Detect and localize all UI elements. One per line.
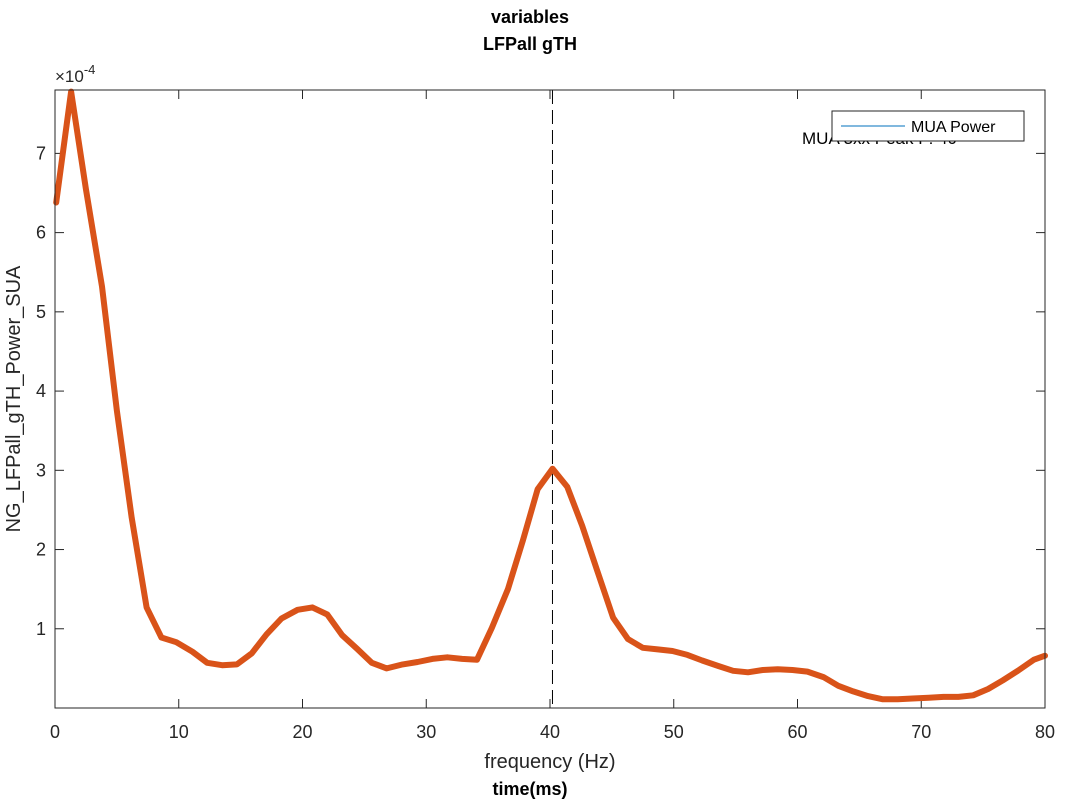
legend: MUA Power bbox=[831, 110, 1025, 142]
y-tick-label: 6 bbox=[36, 223, 46, 243]
y-exponent-base: ×10 bbox=[55, 67, 84, 86]
chart-subtitle: LFPall gTH bbox=[483, 34, 577, 54]
plot-border bbox=[54, 89, 1046, 709]
legend-entry: MUA Power bbox=[911, 119, 996, 136]
x-tick-label: 60 bbox=[787, 722, 807, 742]
x-tick-label: 40 bbox=[540, 722, 560, 742]
y-tick-label: 2 bbox=[36, 540, 46, 560]
x-tick-label: 50 bbox=[664, 722, 684, 742]
y-tick-label: 7 bbox=[36, 143, 46, 163]
x-tick-label: 30 bbox=[416, 722, 436, 742]
y-exponent-power: -4 bbox=[84, 62, 96, 77]
x-tick-label: 70 bbox=[911, 722, 931, 742]
axis-ticks: 0 10 20 30 40 50 60 70 80 1 2 3 4 5 6 7 bbox=[36, 90, 1055, 742]
x-tick-label: 20 bbox=[292, 722, 312, 742]
x-axis-label-secondary: time(ms) bbox=[492, 779, 567, 799]
y-exponent-label: ×10-4 bbox=[55, 62, 95, 86]
x-tick-label: 80 bbox=[1035, 722, 1055, 742]
x-tick-label: 0 bbox=[50, 722, 60, 742]
series-layer bbox=[53, 88, 1048, 703]
x-tick-label: 10 bbox=[169, 722, 189, 742]
y-tick-label: 5 bbox=[36, 302, 46, 322]
y-axis-label: NG_LFPall_gTH_Power_SUA bbox=[3, 265, 25, 532]
plot-area bbox=[55, 90, 1045, 708]
y-tick-label: 4 bbox=[36, 381, 46, 401]
x-axis-label: frequency (Hz) bbox=[484, 751, 615, 773]
y-tick-label: 3 bbox=[36, 460, 46, 480]
y-tick-label: 1 bbox=[36, 619, 46, 639]
chart-title: variables bbox=[491, 7, 569, 27]
